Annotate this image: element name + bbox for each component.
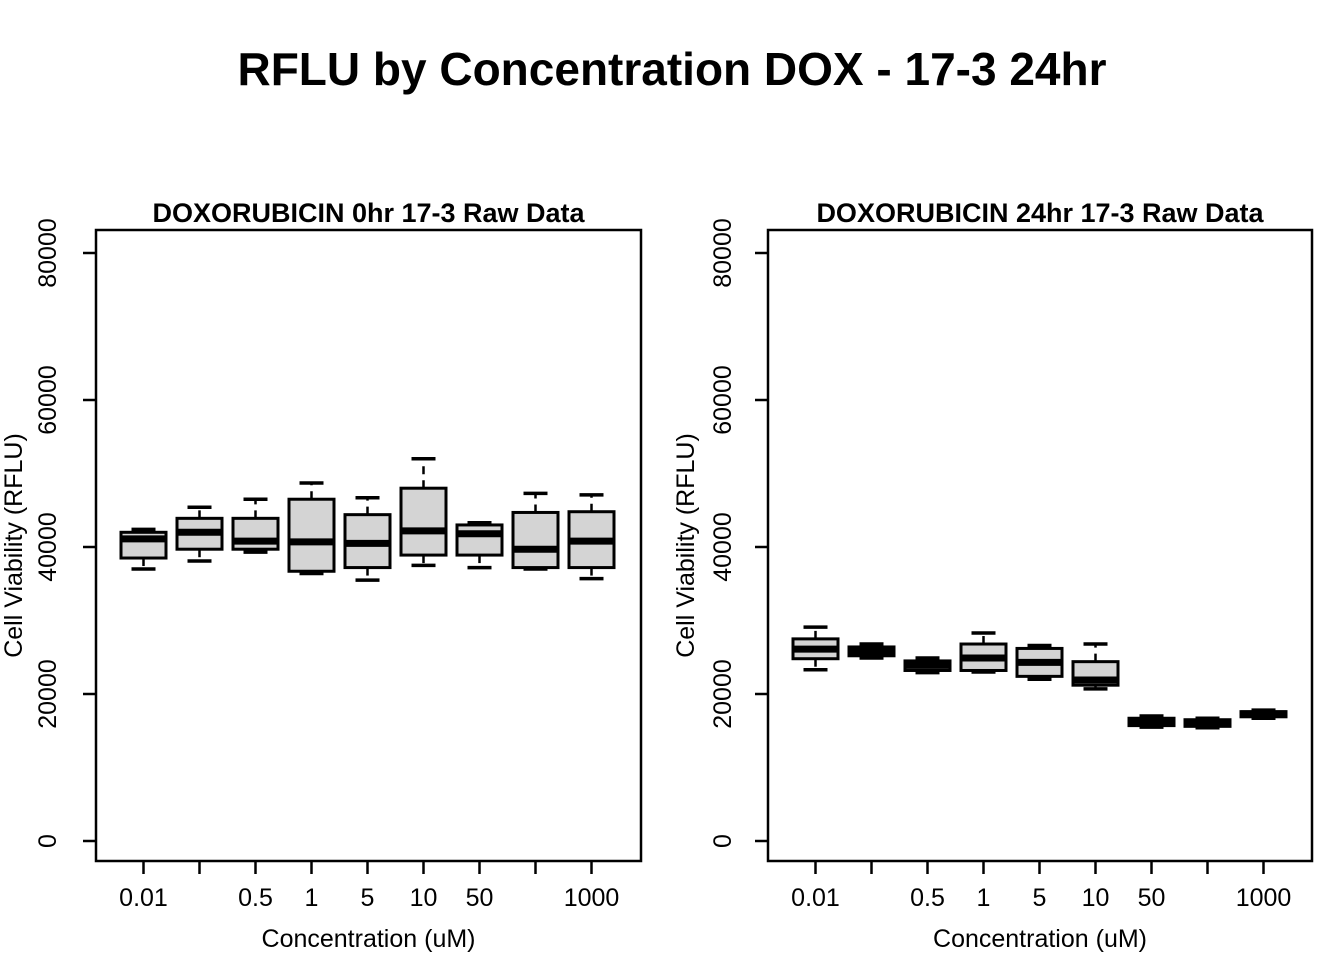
x-axis-title: Concentration (uM) (262, 925, 476, 953)
y-tick-label: 80000 (709, 218, 737, 288)
x-tick-label: 0.5 (238, 884, 273, 912)
panel-title: DOXORUBICIN 0hr 17-3 Raw Data (152, 198, 585, 228)
x-tick-label: 0.01 (791, 884, 840, 912)
x-tick-label: 1 (977, 884, 991, 912)
box-iqr (511, 510, 560, 570)
box-iqr (287, 497, 336, 573)
x-tick-label: 1000 (1236, 884, 1292, 912)
plot-box (766, 228, 1314, 863)
x-axis-title: Concentration (uM) (933, 925, 1147, 953)
y-tick-label: 20000 (34, 659, 62, 729)
y-tick-label: 60000 (34, 365, 62, 435)
x-tick-label: 5 (1033, 884, 1047, 912)
x-tick-label: 10 (410, 884, 438, 912)
x-tick-label: 1000 (564, 884, 620, 912)
panel-title: DOXORUBICIN 24hr 17-3 Raw Data (816, 198, 1264, 228)
x-tick-label: 1 (305, 884, 319, 912)
main-title: RFLU by Concentration DOX - 17-3 24hr (237, 43, 1107, 95)
y-tick-label: 0 (709, 834, 737, 848)
x-tick-label: 5 (361, 884, 375, 912)
y-tick-label: 60000 (709, 365, 737, 435)
y-axis-title: Cell Viability (RFLU) (0, 433, 28, 658)
y-tick-label: 80000 (34, 218, 62, 288)
x-tick-label: 50 (466, 884, 494, 912)
box-iqr (455, 523, 504, 557)
x-tick-label: 0.5 (910, 884, 945, 912)
box-iqr (399, 486, 448, 557)
x-tick-label: 10 (1082, 884, 1110, 912)
y-tick-label: 0 (34, 834, 62, 848)
y-tick-label: 40000 (709, 512, 737, 582)
y-tick-label: 40000 (34, 512, 62, 582)
x-tick-label: 50 (1138, 884, 1166, 912)
x-tick-label: 0.01 (119, 884, 168, 912)
y-axis-title: Cell Viability (RFLU) (672, 433, 700, 658)
y-tick-label: 20000 (709, 659, 737, 729)
